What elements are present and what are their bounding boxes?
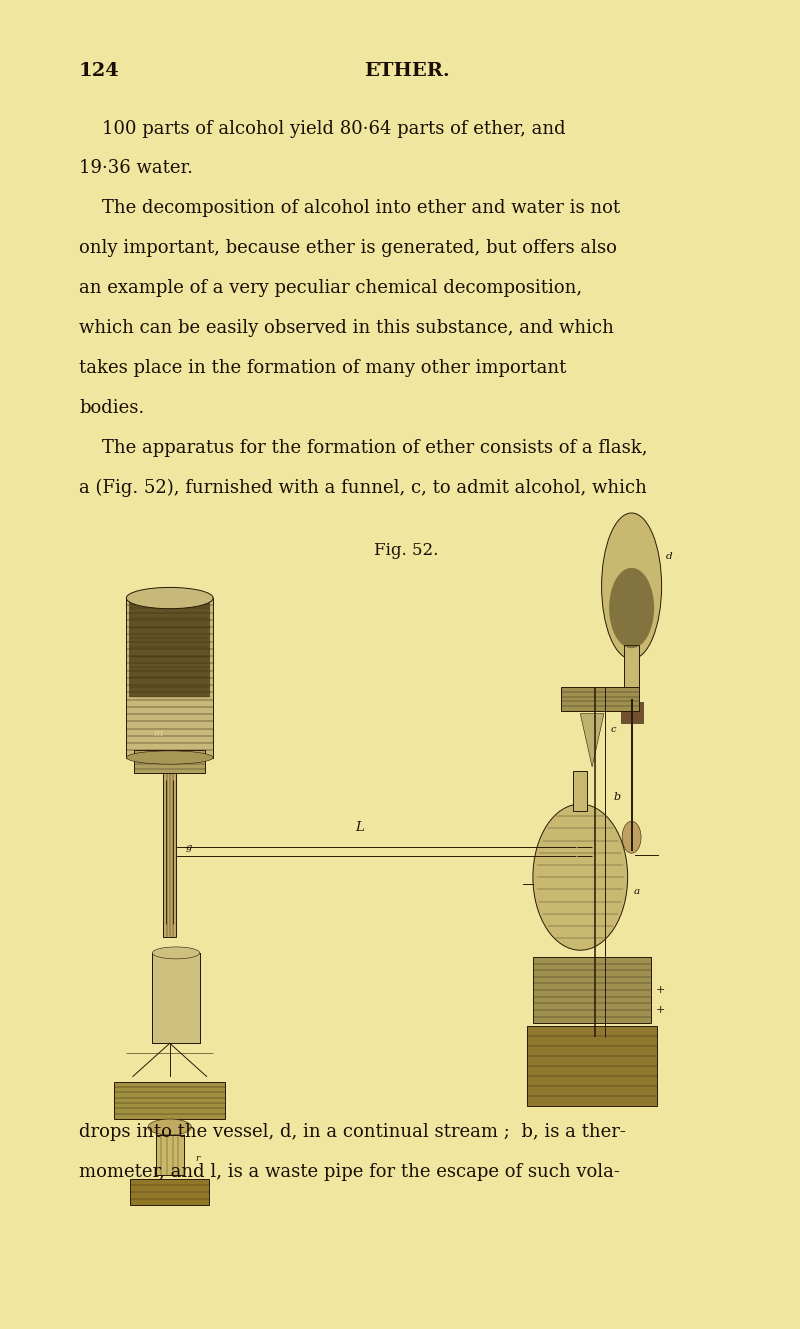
Text: takes place in the formation of many other important: takes place in the formation of many oth…	[79, 359, 566, 377]
Text: 100 parts of alcohol yield 80·64 parts of ether, and: 100 parts of alcohol yield 80·64 parts o…	[79, 120, 566, 138]
Bar	[114, 1082, 225, 1119]
Bar	[130, 598, 210, 696]
Text: an example of a very peculiar chemical decomposition,: an example of a very peculiar chemical d…	[79, 279, 582, 298]
Text: c: c	[610, 726, 616, 734]
Bar	[533, 957, 651, 1023]
Bar	[163, 773, 176, 937]
Bar	[152, 953, 200, 1043]
Bar	[561, 687, 639, 711]
Text: L: L	[355, 821, 363, 833]
Ellipse shape	[148, 1119, 191, 1135]
Bar	[573, 771, 587, 811]
Text: 124: 124	[79, 62, 120, 81]
Text: 19·36 water.: 19·36 water.	[79, 159, 193, 178]
Text: d: d	[666, 553, 672, 561]
Bar	[156, 1135, 183, 1175]
Text: +: +	[656, 985, 666, 995]
Text: mometer, and l, is a waste pipe for the escape of such vola-: mometer, and l, is a waste pipe for the …	[79, 1163, 620, 1181]
Bar	[527, 1026, 658, 1106]
Circle shape	[622, 821, 641, 853]
Ellipse shape	[533, 804, 628, 950]
Bar	[134, 750, 206, 773]
Text: a: a	[634, 888, 640, 896]
Text: a (Fig. 52), furnished with a funnel, c, to admit alcohol, which: a (Fig. 52), furnished with a funnel, c,…	[79, 478, 647, 497]
Bar	[152, 953, 200, 1043]
Ellipse shape	[602, 513, 662, 659]
Text: +: +	[656, 1005, 666, 1015]
Bar	[130, 1179, 210, 1205]
Text: bodies.: bodies.	[79, 399, 144, 417]
Bar	[624, 645, 639, 704]
Text: only important, because ether is generated, but offers also: only important, because ether is generat…	[79, 239, 617, 258]
Bar	[621, 702, 642, 723]
Text: b: b	[614, 792, 621, 803]
Text: r: r	[195, 1155, 200, 1163]
Text: The apparatus for the formation of ether consists of a flask,: The apparatus for the formation of ether…	[79, 439, 647, 457]
Bar	[126, 598, 213, 758]
Polygon shape	[580, 714, 604, 767]
Text: which can be easily observed in this substance, and which: which can be easily observed in this sub…	[79, 319, 614, 338]
Ellipse shape	[152, 946, 200, 960]
Text: ETHER.: ETHER.	[364, 62, 450, 81]
Ellipse shape	[126, 751, 213, 764]
Text: g: g	[186, 843, 192, 852]
Text: The decomposition of alcohol into ether and water is not: The decomposition of alcohol into ether …	[79, 199, 620, 218]
Text: m: m	[154, 730, 162, 739]
Text: Fig. 52.: Fig. 52.	[374, 542, 438, 560]
Ellipse shape	[126, 587, 213, 609]
Text: drops into the vessel, d, in a continual stream ;  b, is a ther-: drops into the vessel, d, in a continual…	[79, 1123, 626, 1142]
Ellipse shape	[609, 567, 654, 649]
